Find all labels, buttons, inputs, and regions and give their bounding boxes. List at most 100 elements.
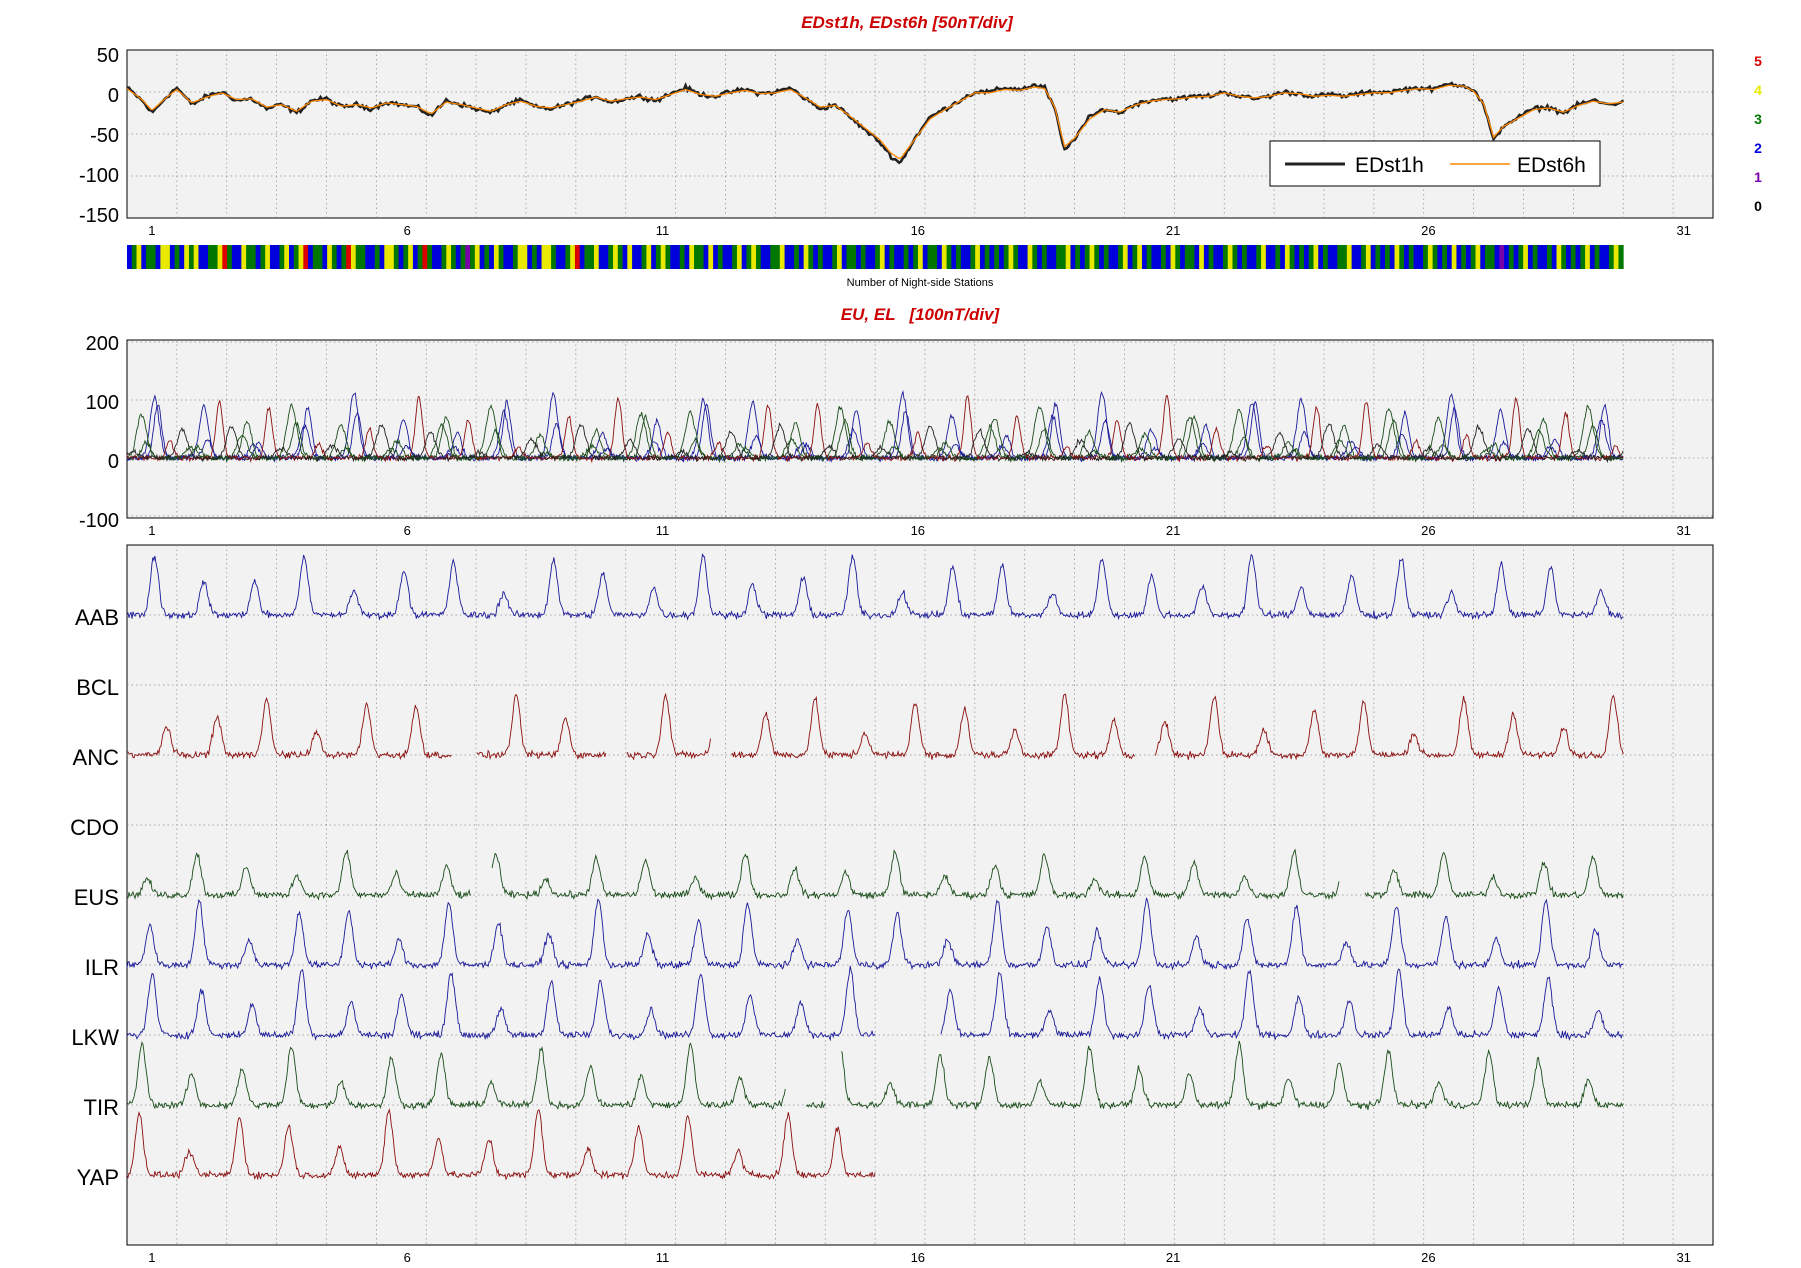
nightside-cell bbox=[1070, 245, 1076, 269]
nightside-cell bbox=[1141, 245, 1148, 269]
nightside-cell bbox=[679, 245, 685, 269]
nightside-cell bbox=[1132, 245, 1138, 269]
edst-title: EDst1h, EDst6h [50nT/div] bbox=[801, 13, 1014, 32]
nightside-cell bbox=[1218, 245, 1224, 269]
nightside-cell bbox=[1242, 245, 1248, 269]
nightside-cell bbox=[1194, 245, 1200, 269]
nightside-cell bbox=[1599, 245, 1605, 269]
station-label-tir: TIR bbox=[84, 1095, 119, 1120]
nightside-cell bbox=[1399, 245, 1405, 269]
station-trace-lkw bbox=[126, 965, 1624, 1042]
nightside-cell bbox=[898, 245, 905, 269]
nightside-cell bbox=[470, 245, 476, 269]
nightside-cell bbox=[1122, 245, 1129, 269]
eu-el-series bbox=[126, 390, 1624, 464]
nightside-cell bbox=[1427, 245, 1434, 269]
nightside-cell bbox=[284, 245, 290, 269]
nightside-cell bbox=[250, 245, 257, 269]
eu-el-ytick-100: 100 bbox=[86, 392, 119, 414]
nightside-cell bbox=[203, 245, 209, 269]
eu-el-ytick-0: 0 bbox=[108, 451, 119, 473]
station-label-aab: AAB bbox=[75, 605, 119, 630]
nightside-cell bbox=[146, 245, 152, 269]
nightside-cell bbox=[579, 245, 585, 269]
eu-el-trace-3 bbox=[126, 413, 1624, 464]
nightside-cell bbox=[1394, 245, 1400, 269]
nightside-cell bbox=[1318, 245, 1324, 269]
nightside-cell bbox=[403, 245, 409, 269]
nightside-cell bbox=[603, 245, 609, 269]
nightside-cell bbox=[517, 245, 523, 269]
nightside-cell bbox=[655, 245, 662, 269]
nightside-cell bbox=[1494, 245, 1500, 269]
nightside-cell bbox=[860, 245, 866, 269]
station-trace-eus bbox=[126, 848, 1624, 901]
nightside-cell bbox=[865, 245, 871, 269]
nightside-cell bbox=[751, 245, 757, 269]
nightside-cell bbox=[755, 245, 762, 269]
nightside-cell bbox=[1556, 245, 1562, 269]
nightside-cell bbox=[1265, 245, 1272, 269]
nightside-cell bbox=[255, 245, 261, 269]
edst-ytick-50: 50 bbox=[97, 45, 119, 67]
nightside-cell bbox=[198, 245, 204, 269]
nightside-cell bbox=[913, 245, 919, 269]
nightside-cell bbox=[1489, 245, 1495, 269]
nightside-cell bbox=[937, 245, 943, 269]
nightside-cell bbox=[822, 245, 828, 269]
nightside-cell bbox=[946, 245, 952, 269]
nightside-cell bbox=[193, 245, 199, 269]
nightside-cell bbox=[308, 245, 314, 269]
nightside-cell bbox=[1604, 245, 1610, 269]
nightside-cell bbox=[770, 245, 776, 269]
nightside-cell bbox=[1580, 245, 1586, 269]
nightside-cell bbox=[1051, 245, 1057, 269]
nightside-cell bbox=[1213, 245, 1219, 269]
nightside-cell bbox=[1065, 245, 1071, 269]
nightside-cell bbox=[1508, 245, 1515, 269]
nightside-cell bbox=[732, 245, 738, 269]
nightside-cell bbox=[1118, 245, 1124, 269]
nightside-cell bbox=[784, 245, 790, 269]
nightside-cell bbox=[293, 245, 299, 269]
stations-xtick-31: 31 bbox=[1676, 1250, 1690, 1265]
nightside-cell bbox=[1594, 245, 1600, 269]
nightside-cell bbox=[798, 245, 805, 269]
nightside-cell bbox=[1389, 245, 1395, 269]
nightside-cell bbox=[941, 245, 947, 269]
nightside-cell bbox=[1518, 245, 1524, 269]
nightside-cell bbox=[1046, 245, 1052, 269]
nightside-cell bbox=[1032, 245, 1038, 269]
nightside-cell bbox=[999, 245, 1005, 269]
nightside-cell bbox=[1566, 245, 1572, 269]
level-0: 0 bbox=[1754, 198, 1762, 214]
edst-xtick-16: 16 bbox=[911, 223, 925, 238]
nightside-cell bbox=[217, 245, 223, 269]
nightside-cell bbox=[312, 245, 319, 269]
nightside-cell bbox=[1303, 245, 1310, 269]
nightside-cell bbox=[508, 245, 514, 269]
edst-ytick-m100: -100 bbox=[79, 165, 119, 187]
nightside-cell bbox=[1199, 245, 1205, 269]
nightside-cell bbox=[460, 245, 466, 269]
legend-label-edst6h: EDst6h bbox=[1517, 154, 1586, 177]
nightside-cell bbox=[1184, 245, 1191, 269]
nightside-cell bbox=[1180, 245, 1186, 269]
legend-label-edst1h: EDst1h bbox=[1355, 154, 1424, 177]
nightside-cell bbox=[617, 245, 623, 269]
nightside-cell bbox=[1465, 245, 1472, 269]
edst-x-tick-labels: 1 6 11 16 21 26 31 bbox=[148, 223, 1691, 238]
nightside-cell bbox=[322, 245, 328, 269]
nightside-cell bbox=[1280, 245, 1286, 269]
nightside-cell bbox=[641, 245, 647, 269]
nightside-cell bbox=[1585, 245, 1591, 269]
nightside-cell bbox=[431, 245, 438, 269]
nightside-cell bbox=[227, 245, 233, 269]
level-1: 1 bbox=[1754, 169, 1762, 185]
nightside-level-scale: 5 4 3 2 1 0 bbox=[1754, 53, 1762, 214]
station-label-eus: EUS bbox=[74, 885, 119, 910]
nightside-cell bbox=[570, 245, 576, 269]
nightside-cell bbox=[165, 245, 171, 269]
nightside-cell bbox=[184, 245, 190, 269]
nightside-cell bbox=[1099, 245, 1105, 269]
